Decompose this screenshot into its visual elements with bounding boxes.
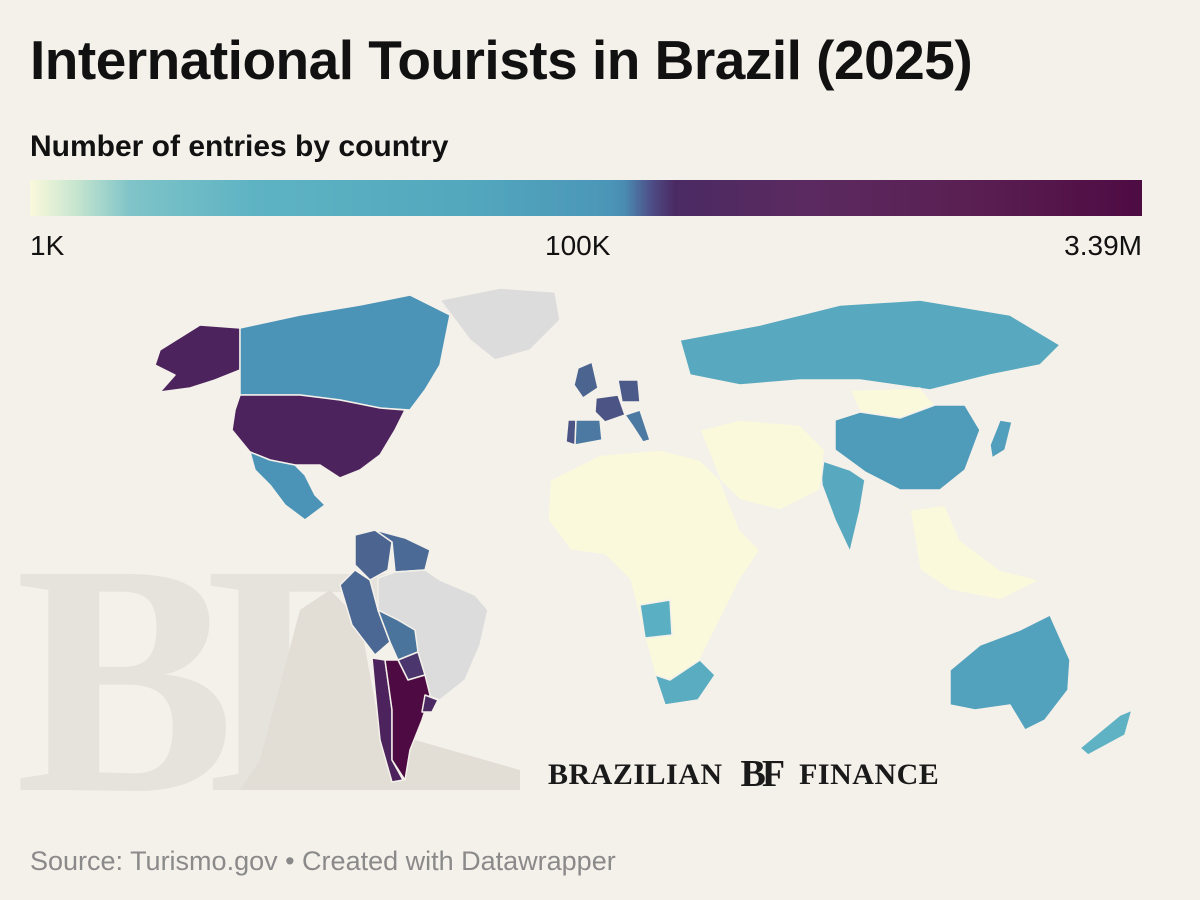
region-usa: [231, 394, 406, 479]
brand-word-left: BRAZILIAN: [548, 758, 723, 791]
region-alaska: [154, 324, 241, 393]
region-italy: [624, 409, 651, 443]
region-australia: [949, 614, 1071, 731]
legend-title: Number of entries by country: [30, 130, 449, 163]
legend-min-label: 1K: [30, 230, 65, 261]
region-middle-east: [699, 419, 826, 511]
region-spain: [574, 419, 603, 446]
region-canada: [239, 294, 451, 411]
brand-monogram: BF: [740, 753, 786, 795]
region-uruguay: [421, 694, 439, 713]
region-argentina: [384, 659, 431, 781]
region-africa-rest: [547, 449, 761, 681]
region-germany: [617, 379, 641, 403]
region-china: [834, 404, 981, 491]
region-uk: [573, 361, 599, 399]
legend-mid-label: 100K: [545, 230, 611, 261]
region-france: [594, 394, 626, 423]
region-mexico: [249, 451, 326, 521]
watermark-mountain: [240, 590, 520, 790]
brand-logo: BRAZILIAN BF FINANCE: [548, 752, 939, 796]
region-new-zealand: [1079, 709, 1133, 756]
region-greenland: [439, 287, 561, 361]
region-russia: [679, 299, 1061, 391]
legend-max-label: 3.39M: [1064, 230, 1142, 261]
page-title: International Tourists in Brazil (2025): [30, 29, 973, 91]
region-southeast-asia: [909, 504, 1041, 601]
region-angola: [639, 599, 673, 639]
region-south-africa: [654, 659, 716, 706]
region-japan: [989, 419, 1013, 459]
brand-word-right: FINANCE: [799, 758, 940, 791]
region-india: [819, 459, 866, 553]
source-note: Source: Turismo.gov • Created with Dataw…: [30, 846, 616, 876]
color-scale-bar: [30, 180, 1142, 216]
world-map: BF: [15, 287, 1133, 840]
